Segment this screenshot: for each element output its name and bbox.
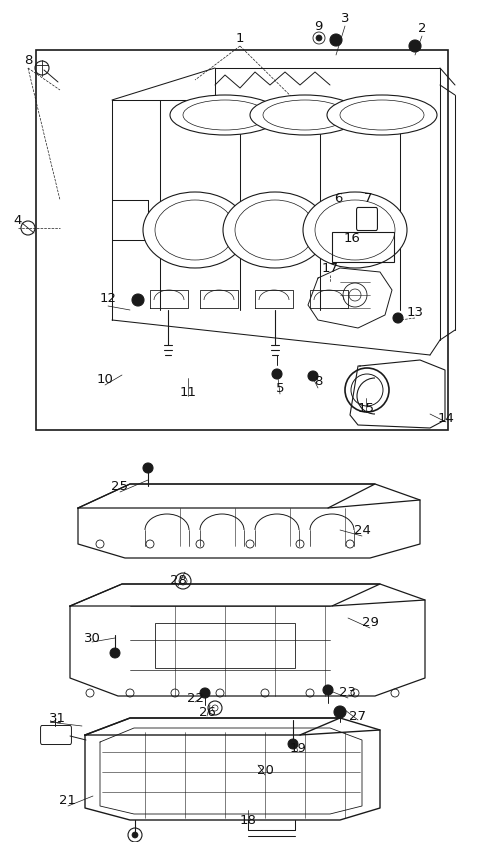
Bar bbox=[155, 623, 295, 668]
Text: 24: 24 bbox=[354, 524, 371, 536]
Text: 22: 22 bbox=[187, 691, 204, 705]
Bar bbox=[332, 232, 394, 262]
Ellipse shape bbox=[183, 100, 267, 130]
Text: 18: 18 bbox=[240, 813, 256, 827]
Ellipse shape bbox=[334, 706, 346, 718]
Ellipse shape bbox=[223, 192, 327, 268]
Text: 25: 25 bbox=[111, 479, 129, 493]
Text: 26: 26 bbox=[199, 706, 216, 718]
Text: 8: 8 bbox=[314, 376, 322, 388]
Text: 2: 2 bbox=[418, 22, 426, 35]
Text: 27: 27 bbox=[349, 710, 367, 722]
Text: 8: 8 bbox=[24, 54, 32, 67]
Ellipse shape bbox=[327, 95, 437, 135]
Ellipse shape bbox=[409, 40, 421, 52]
Text: 30: 30 bbox=[84, 632, 100, 644]
Ellipse shape bbox=[263, 100, 347, 130]
Text: 31: 31 bbox=[48, 711, 65, 724]
Text: 11: 11 bbox=[180, 386, 196, 398]
Text: 7: 7 bbox=[364, 191, 372, 205]
Ellipse shape bbox=[335, 213, 341, 219]
Ellipse shape bbox=[288, 739, 298, 749]
Text: 21: 21 bbox=[60, 793, 76, 807]
Bar bbox=[36, 50, 448, 430]
Ellipse shape bbox=[393, 313, 403, 323]
Text: 6: 6 bbox=[334, 191, 342, 205]
Ellipse shape bbox=[303, 192, 407, 268]
Ellipse shape bbox=[250, 95, 360, 135]
Ellipse shape bbox=[315, 200, 395, 260]
Text: 15: 15 bbox=[358, 402, 374, 414]
Text: 3: 3 bbox=[341, 12, 349, 24]
Text: 16: 16 bbox=[344, 232, 360, 244]
Ellipse shape bbox=[170, 95, 280, 135]
Ellipse shape bbox=[143, 192, 247, 268]
Ellipse shape bbox=[200, 688, 210, 698]
Ellipse shape bbox=[110, 648, 120, 658]
Text: 29: 29 bbox=[361, 616, 378, 628]
Text: 12: 12 bbox=[99, 291, 117, 305]
Ellipse shape bbox=[340, 100, 424, 130]
Text: 20: 20 bbox=[257, 764, 274, 776]
Text: 9: 9 bbox=[314, 19, 322, 33]
Text: 17: 17 bbox=[322, 262, 338, 274]
Text: 28: 28 bbox=[169, 573, 186, 587]
Ellipse shape bbox=[330, 34, 342, 46]
Text: 19: 19 bbox=[289, 742, 306, 754]
Text: 10: 10 bbox=[96, 374, 113, 386]
Ellipse shape bbox=[155, 200, 235, 260]
Ellipse shape bbox=[132, 294, 144, 306]
Text: 13: 13 bbox=[407, 306, 423, 318]
Ellipse shape bbox=[316, 35, 322, 41]
Ellipse shape bbox=[132, 832, 138, 838]
Text: 14: 14 bbox=[438, 412, 455, 424]
Text: 1: 1 bbox=[236, 31, 244, 45]
Text: 23: 23 bbox=[339, 685, 357, 699]
Text: 4: 4 bbox=[14, 214, 22, 226]
Ellipse shape bbox=[308, 371, 318, 381]
Ellipse shape bbox=[235, 200, 315, 260]
Text: 5: 5 bbox=[276, 381, 284, 395]
Ellipse shape bbox=[272, 369, 282, 379]
Ellipse shape bbox=[323, 685, 333, 695]
Ellipse shape bbox=[143, 463, 153, 473]
